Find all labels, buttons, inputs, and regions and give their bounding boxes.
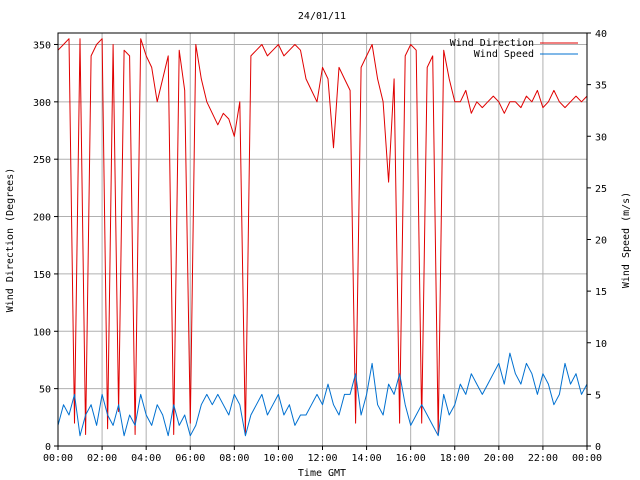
y-tick-label-left: 50: [39, 385, 51, 396]
series-line-wind-speed: [57, 352, 588, 437]
y-tick-label-right: 5: [595, 390, 601, 401]
x-tick-label: 14:00: [352, 453, 382, 464]
y-tick-label-left: 300: [33, 98, 51, 109]
y-tick-label-left: 0: [45, 442, 51, 453]
y-tick-label-left: 350: [33, 40, 51, 51]
x-tick-label: 00:00: [43, 453, 73, 464]
x-tick-label: 02:00: [87, 453, 117, 464]
ticks: 00:00 02:00 04:00 06:00 08:00 10:00 12:00 14:00…: [33, 29, 607, 464]
y-tick-label-right: 15: [595, 287, 607, 298]
y-tick-label-right: 0: [595, 442, 601, 453]
x-tick-label: 00:00: [572, 453, 602, 464]
y-tick-label-right: 20: [595, 236, 607, 247]
x-tick-label: 08:00: [219, 453, 249, 464]
x-tick-label: 18:00: [440, 453, 470, 464]
y-tick-label-right: 30: [595, 132, 607, 143]
x-tick-label: 06:00: [175, 453, 205, 464]
series-layer: [57, 38, 588, 437]
y-tick-label-right: 10: [595, 339, 607, 350]
x-tick-label: 12:00: [307, 453, 337, 464]
y-tick-label-left: 250: [33, 155, 51, 166]
y-tick-label-right: 35: [595, 81, 607, 92]
x-tick-label: 16:00: [396, 453, 426, 464]
x-tick-label: 04:00: [131, 453, 161, 464]
legend-label: Wind Direction: [450, 38, 534, 49]
grid: [58, 33, 587, 446]
y-tick-label-left: 200: [33, 213, 51, 224]
x-tick-label: 22:00: [528, 453, 558, 464]
x-tick-label: 10:00: [263, 453, 293, 464]
chart-title: 24/01/11: [298, 11, 346, 22]
x-axis-label: Time GMT: [298, 468, 346, 479]
y-axis-label-left: Wind Direction (Degrees): [5, 168, 16, 313]
y-axis-label-right: Wind Speed (m/s): [621, 192, 632, 288]
series-line-wind-direction: [57, 38, 588, 435]
y-tick-label-right: 40: [595, 29, 607, 40]
y-tick-label-left: 150: [33, 270, 51, 281]
y-tick-label-right: 25: [595, 184, 607, 195]
x-tick-label: 20:00: [484, 453, 514, 464]
legend-label: Wind Speed: [474, 49, 534, 60]
y-tick-label-left: 100: [33, 327, 51, 338]
